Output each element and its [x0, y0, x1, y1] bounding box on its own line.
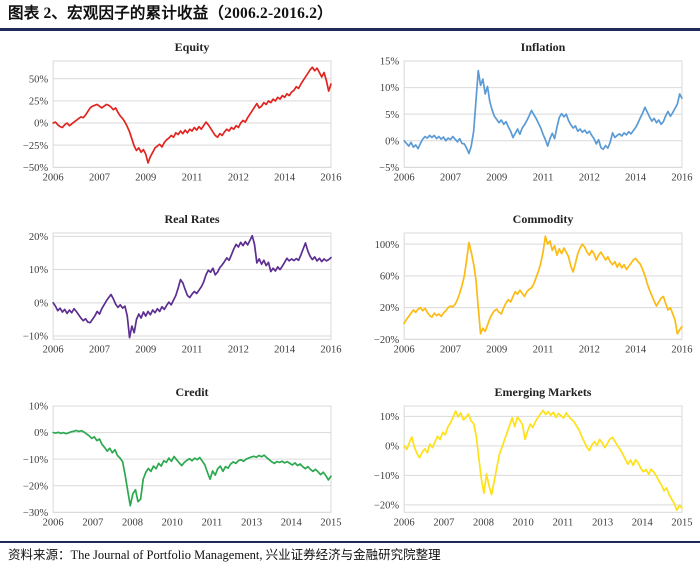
svg-text:2006: 2006: [394, 517, 415, 528]
chart-inflation: Inflation 15% 10% 5% 0% −5% 2006 2007 2009 2011 2…: [359, 40, 692, 188]
svg-text:2016: 2016: [671, 172, 692, 183]
chart-canvas-real-rates: 20% 10% 0% −10% 2006 2007 2009 2011 2012 2014 2016: [23, 232, 342, 356]
svg-text:2012: 2012: [579, 172, 600, 183]
svg-text:0%: 0%: [385, 136, 399, 147]
svg-text:2014: 2014: [625, 172, 647, 183]
chart-title-equity: Equity: [174, 40, 210, 54]
svg-text:−10%: −10%: [23, 332, 48, 343]
svg-text:2014: 2014: [632, 517, 654, 528]
svg-text:0%: 0%: [34, 299, 48, 310]
svg-text:20%: 20%: [29, 232, 49, 243]
figure-header: 图表 2、宏观因子的累计收益（2006.2-2016.2）: [0, 0, 700, 31]
svg-text:2016: 2016: [320, 172, 341, 183]
chart-title-commodity: Commodity: [512, 212, 574, 227]
svg-text:2014: 2014: [274, 345, 296, 356]
svg-text:2008: 2008: [473, 517, 494, 528]
svg-text:−50%: −50%: [23, 163, 48, 174]
svg-text:2009: 2009: [135, 172, 156, 183]
svg-text:2011: 2011: [182, 172, 203, 183]
charts-grid: Equity 50% 25% 0% −25% −50% 2006 2007 2009 2011 2…: [0, 31, 700, 535]
svg-text:10%: 10%: [380, 412, 400, 423]
svg-text:−10%: −10%: [23, 455, 48, 466]
chart-title-real-rates: Real Rates: [164, 212, 220, 227]
svg-text:2009: 2009: [486, 345, 507, 356]
svg-text:0%: 0%: [34, 119, 48, 130]
chart-canvas-commodity: 100% 60% 20% −20%2006 2007 2009 2011 2012 2014 20…: [374, 232, 692, 356]
svg-text:2015: 2015: [320, 517, 341, 528]
figure-title: 图表 2、宏观因子的累计收益（2006.2-2016.2）: [8, 5, 333, 22]
svg-text:2011: 2011: [553, 517, 574, 528]
svg-text:10%: 10%: [380, 83, 400, 94]
svg-text:−20%: −20%: [374, 335, 399, 346]
svg-text:2007: 2007: [89, 172, 110, 183]
chart-credit: Credit 10% 0% −10% −20% −30% 2006 2007 2008 2010…: [8, 384, 342, 533]
svg-text:60%: 60%: [380, 272, 400, 283]
svg-text:25%: 25%: [29, 97, 49, 108]
svg-text:10%: 10%: [29, 266, 49, 277]
chart-title-credit: Credit: [175, 384, 209, 399]
footer-rule: [0, 541, 700, 544]
svg-text:2016: 2016: [320, 345, 341, 356]
svg-text:2007: 2007: [89, 345, 110, 356]
svg-text:2006: 2006: [43, 172, 64, 183]
svg-text:−20%: −20%: [23, 481, 48, 492]
chart-commodity: Commodity 100% 60% 20% −20% 2006 2007 2009 2011…: [359, 212, 693, 360]
chart-canvas-equity: 50% 25% 0% −25% −50%2006 2007 2009 2011 2012 2014…: [23, 60, 341, 183]
svg-text:−25%: −25%: [23, 141, 48, 152]
chart-emerging-markets: Emerging Markets 10% 0% −10% −20% 2006 2007 20…: [359, 384, 693, 533]
header-rule: [0, 28, 700, 31]
svg-text:2007: 2007: [82, 517, 103, 528]
svg-text:2006: 2006: [43, 517, 64, 528]
svg-text:−20%: −20%: [374, 500, 399, 511]
svg-text:2010: 2010: [162, 517, 183, 528]
source-note: 资料来源：The Journal of Portfolio Management…: [8, 548, 441, 563]
svg-text:2016: 2016: [671, 345, 692, 356]
svg-text:−10%: −10%: [374, 471, 399, 482]
figure-footer: 资料来源：The Journal of Portfolio Management…: [0, 541, 700, 564]
chart-real-rates: Real Rates 20% 10% 0% −10% 2006 2007 2009 2011 2…: [8, 212, 342, 360]
svg-text:0%: 0%: [385, 441, 399, 452]
svg-text:2009: 2009: [135, 345, 156, 356]
svg-text:2013: 2013: [592, 517, 613, 528]
svg-text:100%: 100%: [375, 240, 400, 251]
svg-text:10%: 10%: [29, 401, 49, 412]
svg-text:−30%: −30%: [23, 508, 48, 519]
svg-text:2012: 2012: [228, 172, 249, 183]
svg-text:2014: 2014: [281, 517, 303, 528]
chart-canvas-inflation: 15% 10% 5% 0% −5%2006 2007 2009 2011 2012 2014 201…: [379, 57, 692, 184]
chart-canvas-credit: 10% 0% −10% −20% −30%2006 2007 2008 2010 2011 201…: [23, 401, 342, 528]
chart-title-inflation: Inflation: [520, 40, 566, 54]
svg-text:2011: 2011: [533, 345, 554, 356]
chart-canvas-emerging-markets: 10% 0% −10% −20% 2006 2007 2008 2010 2011 2013 201…: [374, 405, 692, 528]
svg-text:2012: 2012: [579, 345, 600, 356]
svg-text:2008: 2008: [122, 517, 143, 528]
svg-text:0%: 0%: [34, 428, 48, 439]
svg-text:50%: 50%: [29, 74, 49, 85]
chart-title-emerging-markets: Emerging Markets: [494, 384, 592, 399]
svg-text:5%: 5%: [385, 110, 399, 121]
chart-equity: Equity 50% 25% 0% −25% −50% 2006 2007 2009 2011 2…: [8, 40, 342, 188]
svg-text:20%: 20%: [380, 304, 400, 315]
svg-text:2007: 2007: [440, 345, 461, 356]
svg-text:2009: 2009: [486, 172, 507, 183]
svg-text:2006: 2006: [43, 345, 64, 356]
svg-text:2007: 2007: [433, 517, 454, 528]
svg-text:2015: 2015: [671, 517, 692, 528]
svg-text:−5%: −5%: [379, 163, 399, 174]
svg-text:2014: 2014: [625, 345, 647, 356]
svg-text:2012: 2012: [228, 345, 249, 356]
svg-text:2006: 2006: [394, 172, 415, 183]
svg-text:2007: 2007: [440, 172, 461, 183]
svg-text:2014: 2014: [274, 172, 296, 183]
svg-text:2011: 2011: [202, 517, 223, 528]
svg-text:15%: 15%: [380, 57, 400, 68]
svg-text:2006: 2006: [394, 345, 415, 356]
svg-text:2010: 2010: [513, 517, 534, 528]
svg-text:2011: 2011: [182, 345, 203, 356]
svg-text:2011: 2011: [533, 172, 554, 183]
svg-text:2013: 2013: [241, 517, 262, 528]
